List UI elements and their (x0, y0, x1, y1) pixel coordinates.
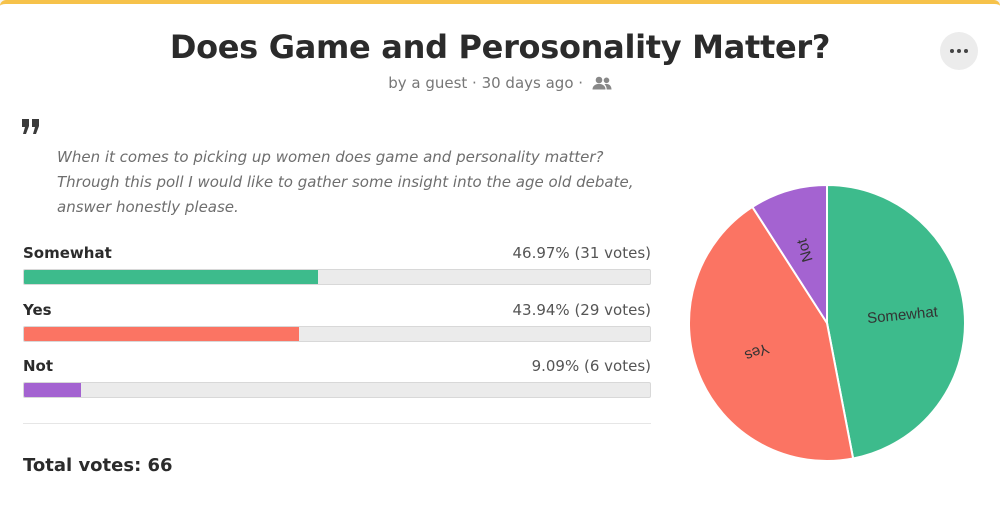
result-bar-fill (24, 383, 81, 397)
pie-slice-not (751, 183, 828, 327)
poll-meta-text: by a guest · 30 days ago · (388, 74, 584, 92)
result-bar-fill (24, 327, 300, 341)
result-bar-fill (24, 270, 319, 284)
result-bar-track (23, 269, 651, 285)
quote-icon (22, 119, 40, 138)
option-somewhat: Somewhat 46.97% (31 votes) (23, 244, 651, 285)
option-stat: 43.94% (29 votes) (512, 301, 651, 319)
description-line: When it comes to picking up women does g… (57, 148, 604, 166)
option-yes: Yes 43.94% (29 votes) (23, 301, 651, 342)
option-label: Not (23, 357, 54, 375)
option-stat: 9.09% (6 votes) (531, 357, 651, 375)
more-horizontal-icon (950, 49, 954, 53)
divider (23, 423, 651, 424)
result-bar-track (23, 326, 651, 342)
pie-label-somewhat: Somewhat (866, 303, 939, 327)
option-not: Not 9.09% (6 votes) (23, 357, 651, 398)
description-line: answer honestly please. (57, 198, 239, 216)
description-line: Through this poll I would like to gather… (57, 173, 634, 191)
result-bar-track (23, 382, 651, 398)
option-label: Yes (23, 301, 52, 319)
pie-slice-yes (688, 205, 855, 462)
people-icon (592, 76, 612, 94)
pie-slice-somewhat (826, 183, 966, 460)
option-stat: 46.97% (31 votes) (512, 244, 651, 262)
poll-description: When it comes to picking up women does g… (57, 145, 657, 220)
total-votes: Total votes: 66 (23, 455, 173, 476)
pie-label-not: Not (793, 236, 816, 264)
option-label: Somewhat (23, 244, 112, 262)
more-options-button[interactable] (940, 32, 978, 70)
poll-title: Does Game and Perosonality Matter? (169, 28, 831, 66)
poll-meta: by a guest · 30 days ago · (0, 74, 1000, 94)
